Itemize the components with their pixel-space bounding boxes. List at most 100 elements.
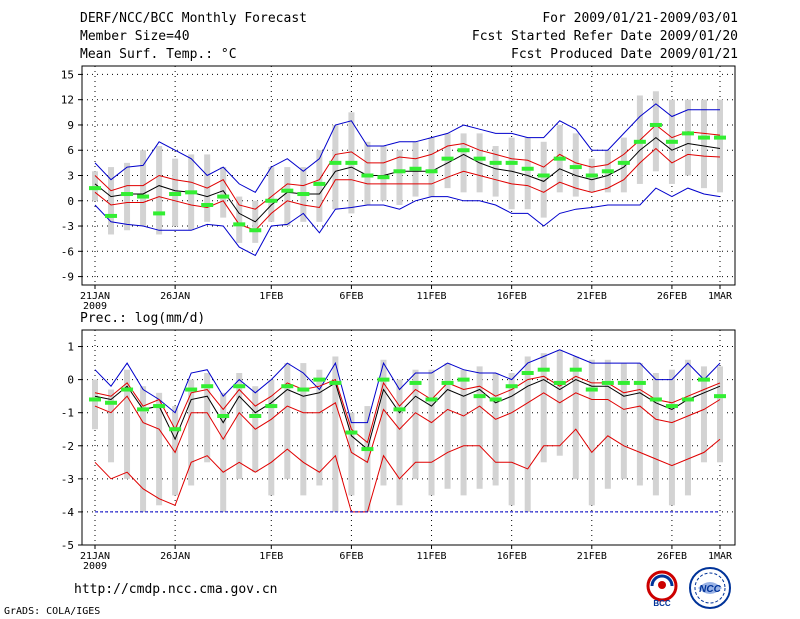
marker-dash — [505, 160, 518, 165]
marker-dash — [249, 228, 262, 233]
spread-bar — [332, 356, 339, 512]
marker-dash — [169, 427, 182, 432]
marker-dash — [489, 397, 502, 402]
marker-dash — [361, 447, 374, 452]
marker-dash — [585, 173, 598, 178]
y-tick-label: 6 — [67, 144, 74, 157]
x-year-label: 2009 — [83, 561, 107, 572]
refer-date-label: Fcst Started Refer Date 2009/01/20 — [471, 29, 738, 44]
marker-dash — [233, 222, 246, 227]
spread-bar — [636, 363, 643, 486]
temperature-panel: -9 -6 -3 0 3 6 9 12 15 21JAN 26JAN 1FEB 6FEB 11FEB 16F… — [61, 65, 736, 312]
marker-dash — [585, 387, 598, 392]
marker-dash — [425, 169, 438, 174]
spread-bar — [476, 366, 483, 489]
marker-dash — [457, 148, 470, 153]
x-tick-label: 26FEB — [657, 291, 687, 302]
spread-bar — [540, 141, 547, 218]
spread-bar — [380, 359, 387, 486]
produced-date-label: Fcst Produced Date 2009/01/21 — [511, 47, 738, 62]
member-size-label: Member Size=40 — [80, 29, 190, 44]
marker-dash — [233, 384, 246, 389]
y-tick-label: -1 — [61, 407, 74, 420]
temperature-variable-label: Mean Surf. Temp.: °C — [80, 47, 237, 62]
marker-dash — [714, 135, 726, 140]
y-tick-label: 9 — [67, 119, 74, 132]
marker-dash — [505, 384, 518, 389]
spread-bar — [444, 133, 451, 189]
spread-bar — [284, 363, 291, 479]
spread-bar — [684, 99, 691, 176]
source-url[interactable]: http://cmdp.ncc.cma.gov.cn — [74, 582, 278, 597]
maximum-line — [94, 349, 721, 424]
minimum-line — [94, 187, 721, 257]
marker-dash — [345, 160, 358, 165]
maximum-line — [94, 103, 720, 193]
spread-bar — [652, 373, 659, 496]
x-tick-label: 1MAR — [708, 291, 733, 302]
ensemble-mean-line — [94, 136, 721, 223]
marker-dash — [633, 380, 646, 385]
mean-minus-std-line — [94, 147, 721, 231]
marker-dash — [297, 387, 310, 392]
spread-bar — [316, 150, 323, 222]
spread-bar — [524, 137, 531, 210]
spread-bar — [700, 99, 707, 189]
marker-dash — [265, 198, 278, 203]
spread-bar — [204, 373, 211, 463]
minimum-line — [94, 428, 721, 513]
marker-dash — [297, 192, 310, 197]
spread-bar — [684, 359, 691, 496]
marker-dash — [425, 397, 438, 402]
marker-dash — [217, 414, 230, 418]
marker-dash — [617, 380, 630, 385]
marker-dash — [489, 160, 502, 165]
y-tick-label: 15 — [61, 68, 74, 81]
marker-dash — [201, 384, 214, 389]
precipitation-panel: -5 -4 -3 -2 -1 0 1 21JAN 26JAN 1FEB 6FEB 11FEB 16FEB… — [61, 329, 736, 572]
marker-dash — [329, 160, 342, 165]
marker-dash — [217, 194, 230, 199]
x-tick-label: 26JAN — [160, 551, 190, 562]
marker-dash — [393, 407, 406, 412]
marker-dash — [137, 407, 150, 412]
x-tick-label: 11FEB — [416, 291, 446, 302]
marker-dash — [265, 404, 278, 409]
spread-bar — [236, 373, 243, 479]
marker-dash — [169, 192, 182, 197]
marker-dash — [201, 202, 214, 207]
spread-bar — [717, 99, 723, 193]
x-tick-label: 21JAN — [80, 551, 110, 562]
marker-dash — [185, 190, 198, 195]
marker-dash — [313, 377, 326, 382]
mean-plus-std-line — [94, 375, 721, 444]
ncc-logo: NCC — [689, 567, 731, 609]
spread-bar — [124, 162, 131, 231]
spread-bar — [140, 386, 147, 512]
marker-dash — [569, 165, 582, 170]
spread-bar — [572, 356, 579, 479]
y-tick-label: -9 — [61, 271, 74, 284]
spread-bar — [284, 167, 291, 227]
y-tick-label: 1 — [67, 341, 74, 354]
marker-dash — [553, 380, 566, 385]
marker-dash — [249, 414, 262, 418]
bcc-logo-text: BCC — [653, 599, 671, 608]
marker-dash — [553, 156, 566, 161]
spread-bar — [508, 137, 515, 210]
x-tick-label: 6FEB — [339, 551, 363, 562]
spread-bar — [428, 137, 435, 197]
x-tick-label: 21FEB — [577, 551, 607, 562]
spread-bar — [380, 146, 387, 201]
spread-bar — [396, 150, 403, 205]
spread-bar — [396, 379, 403, 506]
y-tick-label: -5 — [61, 539, 74, 552]
x-year-label: 2009 — [83, 301, 107, 312]
marker-dash — [377, 175, 390, 180]
marker-dash — [105, 400, 118, 405]
grads-credit: GrADS: COLA/IGES — [4, 606, 101, 617]
spread-bar — [140, 150, 147, 227]
ncc-logo-text: NCC — [699, 584, 721, 595]
forecast-period-label: For 2009/01/21-2009/03/01 — [542, 11, 738, 26]
